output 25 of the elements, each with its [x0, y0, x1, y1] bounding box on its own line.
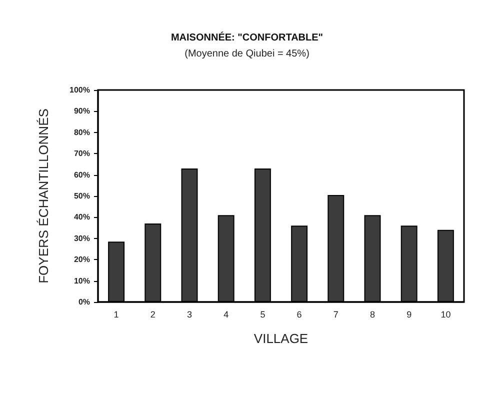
y-tick-label: 10%: [74, 276, 90, 286]
x-tick-label: 5: [260, 310, 266, 320]
y-tick-label: 20%: [74, 255, 90, 264]
y-tick-label: 80%: [74, 128, 90, 137]
x-tick-label: 10: [440, 310, 451, 320]
y-axis-title: FOYERS ÉCHANTILLONNÉS: [36, 108, 51, 284]
y-tick-label: 70%: [74, 149, 90, 158]
chart-title: MAISONNÉE: "CONFORTABLE": [170, 32, 324, 44]
y-tick-label: 40%: [74, 212, 90, 222]
x-axis-title: VILLAGE: [254, 331, 308, 346]
x-tick-label: 1: [114, 310, 119, 320]
x-tick-label: 7: [333, 310, 338, 320]
chart-subtitle: (Moyenne de Qiubei = 45%): [184, 48, 310, 60]
y-tick-label: 90%: [74, 106, 90, 116]
y-tick-label: 30%: [74, 234, 90, 243]
y-tick-label: 100%: [70, 86, 90, 94]
x-tick-label: 6: [296, 310, 302, 320]
x-tick-label: 8: [370, 310, 376, 320]
x-tick-label: 3: [186, 310, 192, 320]
y-tick-label: 60%: [74, 170, 90, 180]
x-tick-label: 9: [406, 310, 412, 320]
y-tick-label: 50%: [74, 192, 90, 200]
x-tick-label: 2: [150, 310, 156, 320]
y-tick-label: 0%: [78, 298, 90, 306]
x-tick-label: 4: [224, 310, 229, 320]
